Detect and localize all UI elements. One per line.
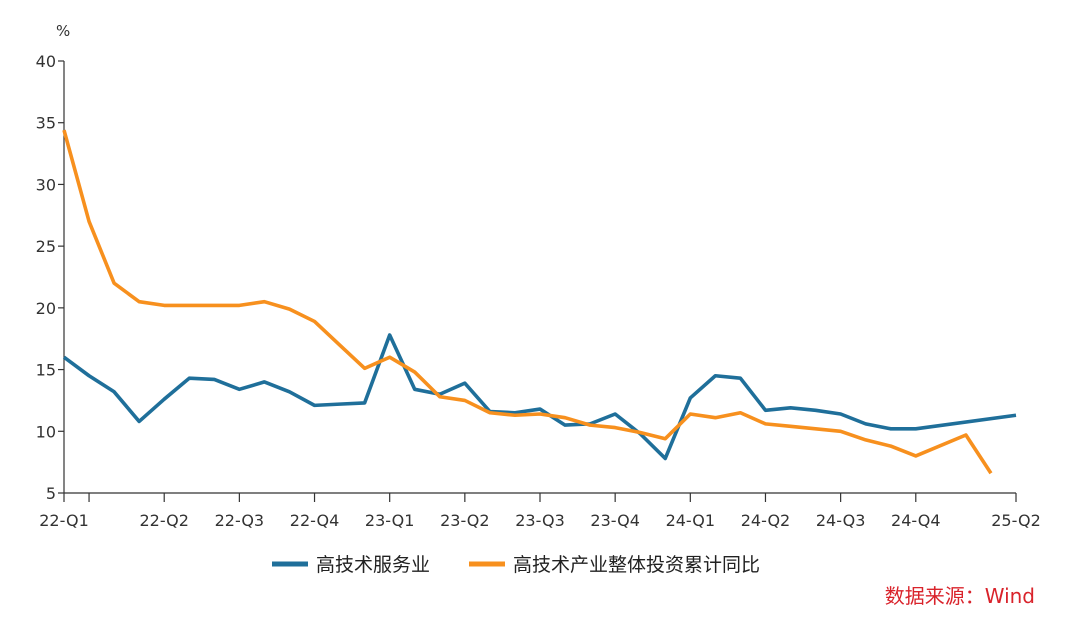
x-tick-label: 22-Q4	[290, 511, 340, 530]
y-tick-label: 35	[36, 114, 56, 133]
series-line-2	[64, 130, 991, 473]
x-tick-label: 22-Q1	[39, 511, 89, 530]
y-axis-unit: %	[56, 22, 70, 40]
y-tick-label: 40	[36, 52, 56, 71]
y-tick-label: 25	[36, 237, 56, 256]
x-tick-label: 24-Q3	[816, 511, 866, 530]
y-tick-label: 30	[36, 175, 56, 194]
series-line-1	[64, 335, 1016, 458]
y-tick-label: 5	[46, 484, 56, 503]
x-tick-label: 24-Q4	[891, 511, 941, 530]
y-tick-label: 15	[36, 361, 56, 380]
x-tick-label: 24-Q2	[741, 511, 791, 530]
x-tick-label: 23-Q4	[590, 511, 640, 530]
y-tick-label: 10	[36, 422, 56, 441]
legend-label-1: 高技术服务业	[316, 554, 430, 576]
x-tick-label: 23-Q1	[365, 511, 415, 530]
x-tick-label: 22-Q3	[215, 511, 265, 530]
x-tick-label: 23-Q2	[440, 511, 490, 530]
series-layer	[64, 130, 1016, 473]
y-tick-label: 20	[36, 299, 56, 318]
x-tick-label: 25-Q2	[991, 511, 1041, 530]
legend-label-2: 高技术产业整体投资累计同比	[513, 554, 760, 576]
x-tick-label: 24-Q1	[666, 511, 716, 530]
source-note: 数据来源：Wind	[885, 584, 1035, 608]
x-tick-label: 23-Q3	[515, 511, 565, 530]
legend: 高技术服务业 高技术产业整体投资累计同比	[272, 554, 760, 576]
axes-layer: % 5 10 15 20 25 30 35 40 22-Q1 22-Q2 22-Q3 22-Q4 23-Q…	[36, 22, 1041, 530]
x-tick-label: 22-Q2	[139, 511, 189, 530]
